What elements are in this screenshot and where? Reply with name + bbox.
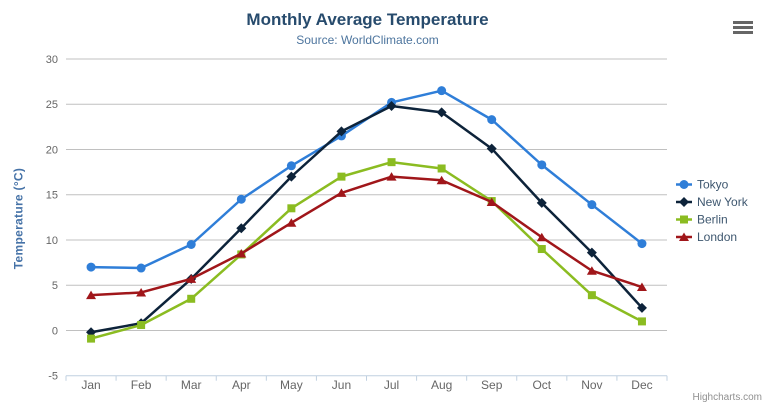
x-axis-label: Jun — [332, 378, 351, 392]
series-marker-new-york[interactable] — [536, 197, 547, 208]
series-marker-berlin[interactable] — [337, 172, 346, 181]
series-tokyo — [86, 86, 647, 273]
x-axis-label: Apr — [232, 378, 251, 392]
legend-marker-square[interactable] — [680, 215, 688, 224]
legend-label: Berlin — [697, 213, 728, 227]
series-marker-london[interactable] — [136, 287, 147, 297]
series-line-london[interactable] — [89, 175, 644, 297]
credits-link[interactable]: Highcharts.com — [692, 392, 762, 403]
x-axis-label: Jan — [81, 378, 100, 392]
series-london — [86, 172, 647, 300]
y-axis-label: 20 — [46, 144, 58, 156]
legend-marker-diamond[interactable] — [679, 197, 689, 207]
y-axis-title: Temperature (°C) — [11, 167, 26, 270]
series-marker-new-york[interactable] — [386, 101, 397, 112]
legend-item-berlin[interactable]: Berlin — [676, 213, 728, 227]
series-line-berlin[interactable] — [89, 160, 644, 340]
legend-item-london[interactable]: London — [676, 230, 737, 244]
x-axis-label: Sep — [481, 378, 503, 392]
y-axis-label: 0 — [52, 325, 58, 337]
series-marker-berlin[interactable] — [287, 204, 296, 213]
y-axis-label: 30 — [46, 54, 58, 66]
x-axis-label: May — [280, 378, 303, 392]
y-axis-label: 5 — [52, 280, 58, 292]
series-marker-berlin[interactable] — [587, 291, 596, 300]
series-marker-london[interactable] — [336, 188, 347, 197]
legend-item-new-york[interactable]: New York — [676, 195, 749, 209]
x-axis-label: Feb — [131, 378, 152, 392]
series-marker-tokyo[interactable] — [537, 160, 547, 170]
series-marker-london[interactable] — [386, 172, 397, 181]
legend-label: London — [697, 230, 737, 244]
series-marker-berlin[interactable] — [87, 334, 96, 343]
series-marker-new-york[interactable] — [286, 171, 297, 182]
series-marker-tokyo[interactable] — [587, 200, 597, 210]
y-axis-label: -5 — [48, 371, 58, 383]
x-axis-label: Dec — [631, 378, 652, 392]
series-marker-new-york[interactable] — [486, 143, 497, 154]
series-marker-new-york[interactable] — [436, 107, 447, 118]
legend-marker-circle[interactable] — [679, 180, 689, 189]
x-axis-label: Nov — [581, 378, 602, 392]
series-marker-tokyo[interactable] — [487, 115, 497, 125]
series-marker-tokyo[interactable] — [437, 86, 447, 96]
series-marker-berlin[interactable] — [137, 321, 146, 330]
series-marker-tokyo[interactable] — [186, 239, 196, 249]
hamburger-icon — [733, 21, 753, 34]
series-marker-berlin[interactable] — [537, 245, 546, 254]
series-marker-berlin[interactable] — [187, 294, 196, 303]
series-marker-london[interactable] — [186, 274, 197, 283]
series-marker-new-york[interactable] — [236, 223, 247, 234]
chart-subtitle: Source: WorldClimate.com — [296, 33, 439, 47]
series-line-tokyo[interactable] — [89, 89, 644, 270]
series-marker-london[interactable] — [86, 290, 97, 300]
series-marker-tokyo[interactable] — [86, 262, 96, 272]
series-marker-new-york[interactable] — [636, 302, 647, 313]
y-axis-label: 25 — [46, 99, 58, 111]
series-marker-london[interactable] — [486, 197, 497, 206]
legend-label: New York — [697, 195, 749, 209]
context-menu-button[interactable] — [733, 21, 753, 35]
legend-item-tokyo[interactable]: Tokyo — [676, 178, 729, 192]
x-axis-label: Oct — [532, 378, 551, 392]
series-marker-london[interactable] — [586, 266, 597, 275]
series-marker-berlin[interactable] — [387, 158, 396, 167]
y-axis-label: 15 — [46, 190, 58, 202]
series-marker-berlin[interactable] — [637, 317, 646, 326]
series-marker-berlin[interactable] — [437, 164, 446, 173]
series-marker-london[interactable] — [286, 218, 297, 227]
series-marker-london[interactable] — [236, 249, 247, 258]
legend-label: Tokyo — [697, 178, 729, 192]
x-axis-label: Mar — [181, 378, 202, 392]
series-marker-tokyo[interactable] — [236, 194, 246, 204]
y-axis-label: 10 — [46, 235, 58, 247]
series-marker-new-york[interactable] — [586, 247, 597, 258]
series-marker-london[interactable] — [436, 175, 447, 185]
series-marker-tokyo[interactable] — [136, 263, 146, 273]
x-axis-label: Jul — [384, 378, 399, 392]
series-line-new-york[interactable] — [89, 104, 644, 334]
series-marker-london[interactable] — [536, 232, 547, 242]
series-marker-london[interactable] — [636, 282, 647, 292]
series-marker-new-york[interactable] — [336, 126, 347, 137]
x-axis-label: Aug — [431, 378, 452, 392]
series-new-york — [86, 101, 647, 338]
series-marker-tokyo[interactable] — [286, 161, 296, 171]
legend-marker-triangle[interactable] — [679, 232, 689, 242]
chart-title: Monthly Average Temperature — [246, 10, 489, 29]
series-marker-tokyo[interactable] — [637, 239, 647, 249]
